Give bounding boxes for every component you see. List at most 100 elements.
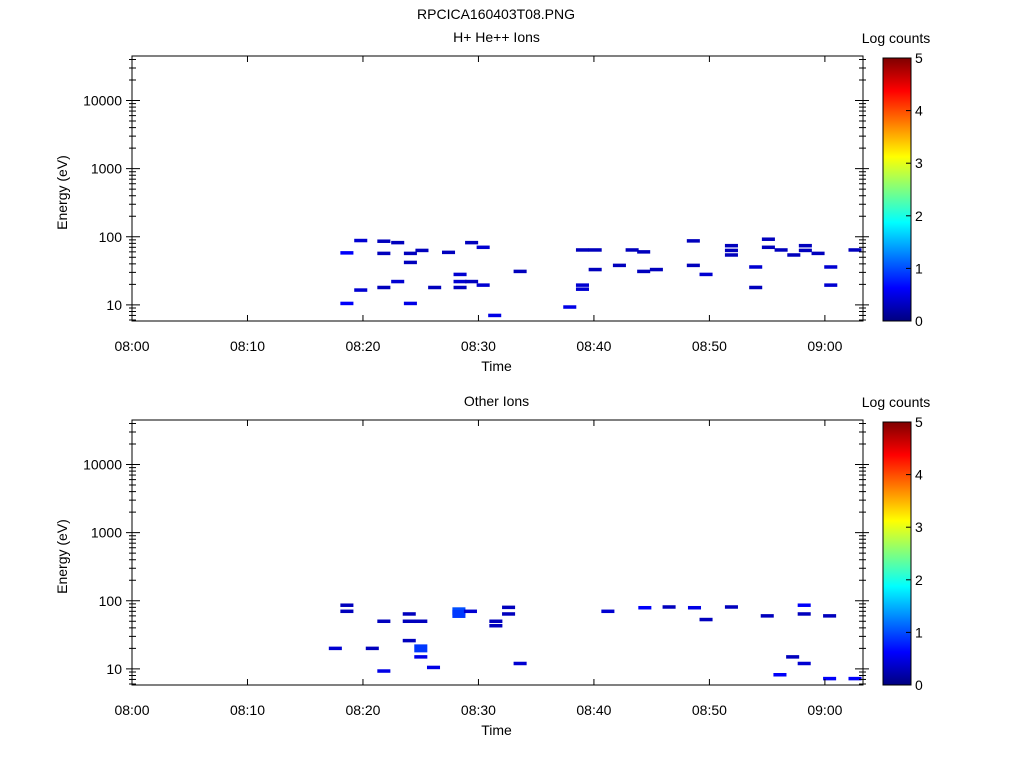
data-cell (798, 243, 812, 248)
data-cell (760, 614, 774, 618)
x-tick-label: 08:30 (461, 338, 496, 354)
data-cell (749, 265, 763, 269)
data-cell (787, 253, 801, 257)
data-cell (686, 239, 700, 243)
data-cell (823, 614, 837, 618)
data-cell (489, 623, 503, 628)
data-cell (415, 248, 429, 253)
data-cell (403, 251, 417, 256)
data-cell (488, 313, 502, 318)
colorbar-tick-label: 5 (915, 414, 923, 430)
colorbar-label: Log counts (862, 394, 931, 410)
colorbar-tick-label: 4 (915, 467, 923, 483)
data-cell (453, 285, 467, 290)
y-axis-label: Energy (eV) (54, 519, 70, 594)
data-cell (749, 285, 763, 290)
colorbar-tick-label: 1 (915, 624, 923, 640)
data-cell (426, 665, 441, 670)
colorbar-tick-label: 3 (915, 155, 923, 171)
data-cell (686, 263, 700, 268)
data-cell (588, 248, 602, 252)
x-tick-label: 09:00 (807, 338, 842, 354)
data-cell (403, 260, 417, 265)
data-cell (786, 655, 800, 659)
colorbar-tick-label: 0 (915, 677, 923, 693)
x-tick-label: 08:20 (345, 338, 380, 354)
data-cell (637, 269, 651, 274)
data-cell (824, 265, 838, 269)
data-cell (328, 646, 342, 651)
data-cell (340, 301, 354, 306)
data-cell (513, 269, 527, 274)
data-cell (414, 619, 428, 624)
colorbar (882, 421, 912, 686)
data-cell (798, 248, 812, 253)
y-tick-label: 10000 (83, 93, 122, 109)
data-cell (588, 267, 602, 272)
data-cell (502, 605, 516, 610)
x-tick-label: 08:50 (692, 702, 727, 718)
x-tick-label: 08:20 (345, 702, 380, 718)
colorbar-tick-label: 2 (915, 572, 923, 588)
data-cell (797, 612, 811, 616)
data-cell (625, 248, 639, 252)
data-cell (575, 287, 589, 291)
y-tick-label: 100 (99, 229, 123, 245)
data-cell (797, 661, 811, 666)
data-cell (823, 676, 837, 681)
data-cell (453, 279, 467, 284)
x-tick-label: 08:10 (230, 702, 265, 718)
data-cell (699, 272, 713, 277)
data-cell (575, 283, 589, 287)
data-cell (502, 612, 516, 616)
y-axis-label: Energy (eV) (54, 155, 70, 230)
colorbar-tick-label: 2 (915, 208, 923, 224)
data-cell (452, 609, 466, 618)
data-cell (724, 248, 738, 253)
x-tick-label: 08:30 (461, 702, 496, 718)
data-cell (377, 239, 391, 243)
data-cell (354, 238, 368, 243)
data-cell (563, 305, 577, 309)
x-tick-label: 09:00 (807, 702, 842, 718)
x-tick-label: 08:00 (114, 338, 149, 354)
data-cell (513, 661, 527, 666)
y-tick-label: 10 (106, 661, 122, 677)
data-cell (601, 609, 615, 614)
x-axis-label: Time (481, 722, 512, 738)
data-cell (638, 605, 652, 610)
data-cell (428, 285, 442, 290)
data-cell (402, 638, 416, 643)
panel-title: H+ He++ Ions (453, 29, 540, 45)
data-cell (848, 676, 862, 681)
panel-title: Other Ions (464, 393, 529, 409)
colorbar-tick-label: 4 (915, 103, 923, 119)
colorbar-tick-label: 3 (915, 519, 923, 535)
data-cell (476, 245, 490, 250)
data-cell (489, 619, 503, 624)
data-cell (761, 237, 775, 241)
x-axis-label: Time (481, 358, 512, 374)
data-cell (391, 240, 405, 245)
data-cell (377, 619, 391, 624)
y-tick-label: 10000 (83, 457, 122, 473)
colorbar-tick-label: 0 (915, 313, 923, 329)
y-tick-label: 10 (106, 297, 122, 313)
data-cell (824, 283, 838, 287)
x-tick-label: 08:10 (230, 338, 265, 354)
colorbar-label: Log counts (862, 30, 931, 46)
data-cell (848, 248, 862, 252)
x-tick-label: 08:40 (576, 702, 611, 718)
data-cell (797, 603, 811, 607)
y-tick-label: 1000 (91, 161, 122, 177)
data-cell (377, 285, 391, 290)
data-cell (811, 251, 825, 256)
plot-frame (131, 55, 864, 322)
data-cell (724, 243, 738, 248)
data-cell (465, 279, 479, 284)
figure-title: RPCICA160403T08.PNG (417, 6, 575, 22)
x-tick-label: 08:50 (692, 338, 727, 354)
data-cell (414, 655, 428, 659)
data-cell (402, 612, 416, 616)
